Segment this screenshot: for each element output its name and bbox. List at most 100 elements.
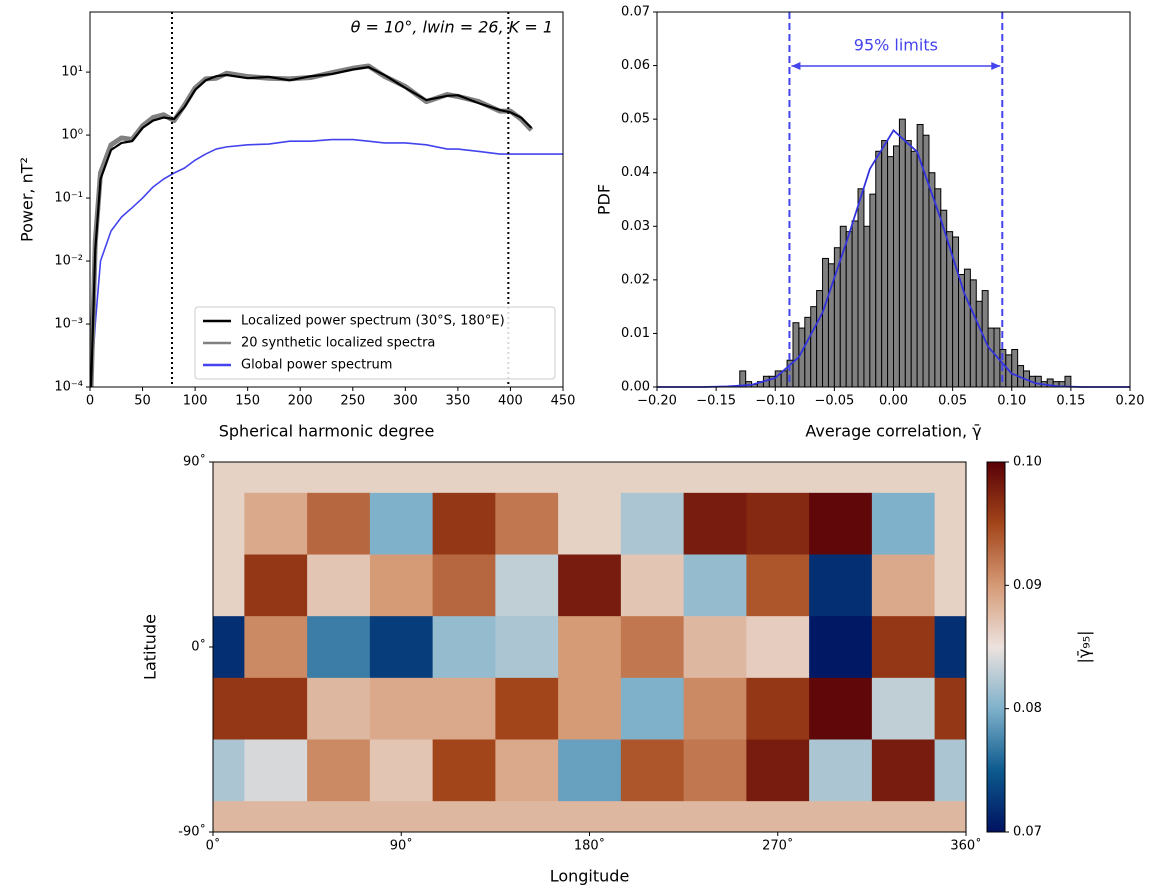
cell xyxy=(495,739,559,802)
cell xyxy=(307,616,371,679)
cell xyxy=(307,554,371,617)
y-tick-label: 10⁰ xyxy=(61,128,83,143)
bar xyxy=(792,322,800,388)
bar xyxy=(804,316,812,388)
cell xyxy=(934,492,967,555)
cell xyxy=(683,554,747,617)
cell xyxy=(307,677,371,740)
x-axis-label: Longitude xyxy=(550,867,630,886)
bar xyxy=(857,188,865,388)
bar xyxy=(816,290,824,388)
x-tick-label: 0.05 xyxy=(938,394,967,409)
cell xyxy=(432,616,496,679)
bar xyxy=(1064,375,1072,388)
cell xyxy=(244,462,308,494)
bar xyxy=(875,150,883,388)
cell xyxy=(495,462,559,494)
y-axis-label: Power, nT² xyxy=(18,157,37,242)
legend-label: Global power spectrum xyxy=(241,358,392,373)
cell xyxy=(495,554,559,617)
y-tick-label: 0.02 xyxy=(621,272,650,287)
cell xyxy=(620,739,685,802)
cell xyxy=(871,616,936,679)
y-axis-label: PDF xyxy=(595,184,614,215)
cell xyxy=(369,462,434,494)
cell xyxy=(746,801,810,833)
bar xyxy=(780,370,788,388)
cell xyxy=(558,801,622,833)
x-tick-label: 300 xyxy=(393,394,418,409)
cell xyxy=(558,677,622,740)
cell xyxy=(871,739,936,802)
colorbar-tick-label: 0.08 xyxy=(1013,701,1042,716)
cell xyxy=(369,801,434,833)
cell xyxy=(871,492,936,555)
cell xyxy=(620,554,685,617)
cell xyxy=(934,462,967,494)
cell xyxy=(432,492,496,555)
x-tick-label: 350 xyxy=(445,394,470,409)
cell xyxy=(683,677,747,740)
cell xyxy=(244,739,308,802)
cell xyxy=(871,554,936,617)
y-tick-label: -90˚ xyxy=(178,824,206,840)
cell xyxy=(495,492,559,555)
cell xyxy=(558,492,622,555)
cell xyxy=(746,492,810,555)
bar xyxy=(893,145,900,388)
x-tick-label: 270˚ xyxy=(762,838,793,854)
bar xyxy=(898,118,906,388)
bar xyxy=(881,140,889,388)
y-tick-label: 10⁻² xyxy=(54,254,83,269)
y-tick-label: 10⁻³ xyxy=(54,317,83,332)
cell xyxy=(558,616,622,679)
annotation: θ = 10°, lwin = 26, K = 1 xyxy=(351,18,553,37)
bar xyxy=(810,306,818,388)
annotation: 95% limits xyxy=(854,36,938,55)
legend-label: 20 synthetic localized spectra xyxy=(241,336,435,351)
legend-box xyxy=(194,306,556,380)
bar xyxy=(910,150,918,388)
cell xyxy=(432,739,496,802)
cell xyxy=(369,492,434,555)
cell xyxy=(934,801,967,833)
cell xyxy=(213,492,245,555)
x-tick-label: 50 xyxy=(134,394,151,409)
series-line xyxy=(90,138,563,387)
cell xyxy=(809,739,873,802)
x-tick-label: 250 xyxy=(340,394,365,409)
cell xyxy=(369,616,434,679)
y-tick-label: 0˚ xyxy=(191,639,206,655)
x-tick-label: −0.15 xyxy=(696,394,736,409)
x-tick-label: 100 xyxy=(183,394,208,409)
cell xyxy=(369,677,434,740)
x-tick-label: 400 xyxy=(498,394,523,409)
cell xyxy=(432,677,496,740)
x-tick-label: 200 xyxy=(288,394,313,409)
x-tick-label: 0 xyxy=(86,394,94,409)
bar xyxy=(851,220,859,388)
cell xyxy=(213,462,245,494)
y-tick-label: 0.03 xyxy=(621,219,650,234)
cell xyxy=(809,616,873,679)
y-axis-label: Latitude xyxy=(141,614,160,680)
y-tick-label: 10⁻¹ xyxy=(54,191,83,206)
bar xyxy=(987,327,995,388)
cell xyxy=(369,739,434,802)
cell xyxy=(307,462,371,494)
bar xyxy=(928,172,936,388)
y-tick-label: 0.04 xyxy=(621,165,650,180)
y-tick-label: 10⁻⁴ xyxy=(54,380,83,395)
cell xyxy=(746,616,810,679)
cell xyxy=(432,554,496,617)
cell xyxy=(746,554,810,617)
y-tick-label: 0.06 xyxy=(621,58,650,73)
y-tick-label: 0.07 xyxy=(621,5,650,20)
bar xyxy=(822,257,829,388)
cell xyxy=(495,616,559,679)
cell xyxy=(620,677,685,740)
colorbar xyxy=(986,461,1006,833)
cell xyxy=(213,739,245,802)
x-tick-label: −0.10 xyxy=(755,394,795,409)
bar xyxy=(1011,349,1019,388)
